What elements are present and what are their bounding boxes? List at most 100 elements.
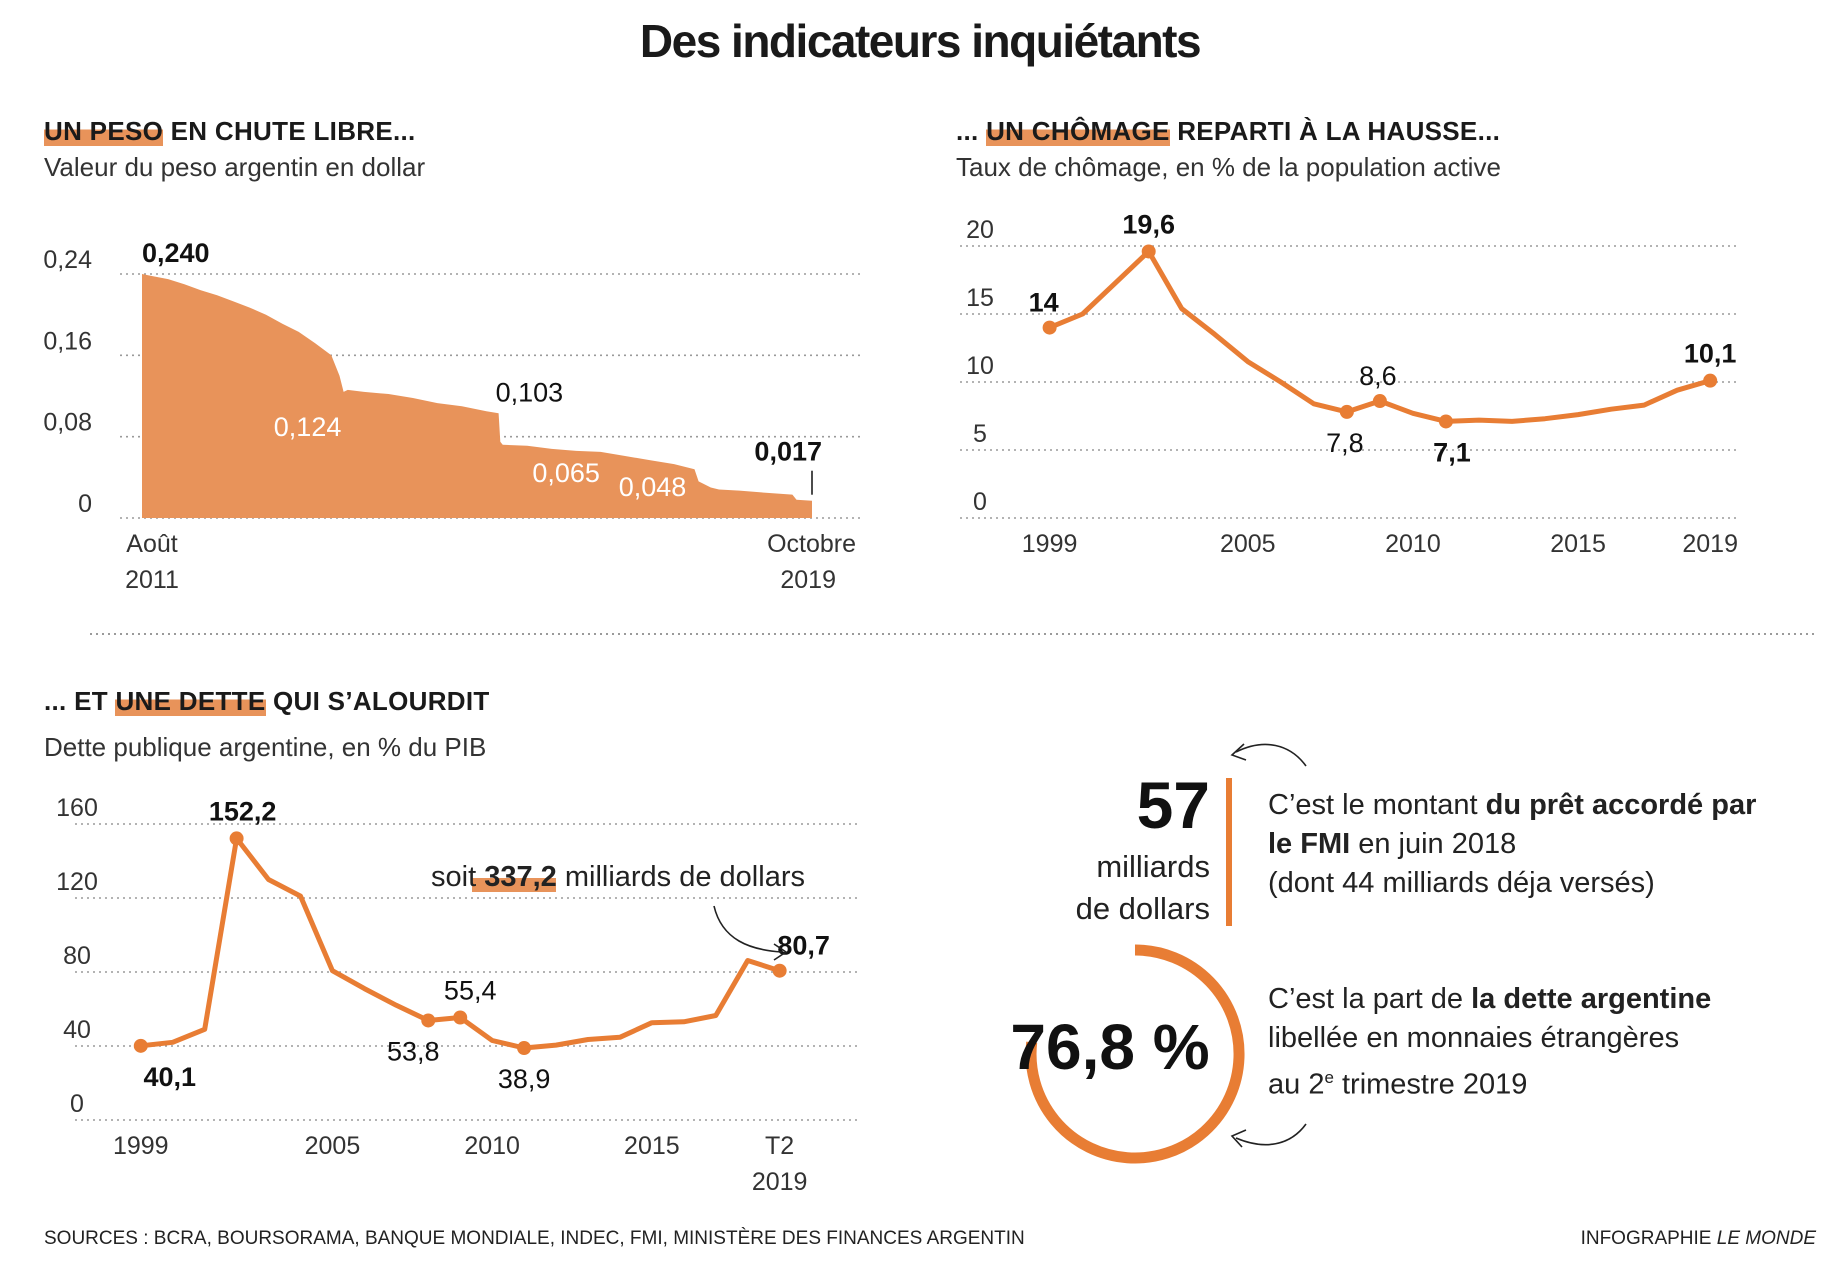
stats-graphics <box>1025 743 1307 1164</box>
dette-xtick-label-last: 2019 <box>752 1168 808 1196</box>
debt-share-arc <box>1025 944 1245 1164</box>
loan-value: 57 <box>1136 768 1210 842</box>
dette-callout-arrow-head <box>773 943 788 961</box>
dette-callout-highlight-bar <box>472 878 556 892</box>
dette-callout-arrow <box>713 905 783 953</box>
dette-section-title: ... ET UNE DETTE QUI S’ALOURDIT <box>44 686 490 716</box>
dette-xtick-label: 2010 <box>464 1132 520 1160</box>
peso-xlabel-start-line1: Août <box>126 530 177 558</box>
debt-share-arrow-head <box>1230 1129 1247 1148</box>
peso-data-label: 0,103 <box>496 377 564 407</box>
chomage-marker <box>1042 320 1057 335</box>
dette-xtick-label: 1999 <box>113 1132 169 1160</box>
chomage-ytick-label: 20 <box>966 216 994 244</box>
dette-ytick-label: 120 <box>56 868 98 896</box>
dette-callout-pre: soit <box>431 861 484 893</box>
peso-data-label: 0,065 <box>532 458 600 488</box>
dette-chart: 0 40 80 120 160 1999 2005 2010 2015 40,1 152,2 53,8… <box>56 794 860 1196</box>
debt-share-arrow <box>1235 1123 1307 1146</box>
peso-data-label: 0,240 <box>142 238 210 268</box>
chomage-data-label: 14 <box>1029 288 1059 318</box>
peso-area <box>142 274 812 518</box>
chomage-marker <box>1438 414 1453 429</box>
chomage-xtick-label: 1999 <box>1022 530 1078 558</box>
dette-callout-highlight: 337,2 <box>484 861 557 893</box>
loan-arrow-head <box>1230 743 1247 761</box>
peso-xlabel-end-line2: 2019 <box>780 566 836 594</box>
chomage-chart: 0 5 10 15 20 1999 2005 2010 2015 2019 14 19,6 7,8 8,6… <box>960 209 1740 558</box>
chomage-data-label: 7,1 <box>1433 437 1471 467</box>
dette-data-label: 55,4 <box>444 976 497 1006</box>
loan-arrow <box>1235 743 1307 767</box>
loan-description-line3: (dont 44 milliards déja versés) <box>1268 867 1655 899</box>
page-title: Des indicateurs inquiétants <box>639 15 1202 67</box>
dette-data-label: 152,2 <box>209 796 277 826</box>
loan-description: C’est le montant du prêt accordé par le … <box>1268 789 1757 899</box>
dette-ytick-label: 80 <box>63 942 91 970</box>
dette-marker <box>229 831 244 846</box>
chomage-data-label: 10,1 <box>1684 339 1737 369</box>
peso-ytick-label: 0,16 <box>43 327 92 355</box>
peso-title-highlight: UN PESO <box>44 116 164 146</box>
chomage-data-label: 7,8 <box>1326 428 1364 458</box>
peso-xlabel-start-line2: 2011 <box>125 566 179 594</box>
debt-share-description-bold: la dette argentine <box>1471 983 1712 1015</box>
chomage-title-highlight: UN CHÔMAGE <box>986 116 1170 146</box>
chomage-data-label: 19,6 <box>1122 209 1175 239</box>
peso-xlabel-end-line1: Octobre <box>767 530 856 558</box>
dette-marker <box>421 1013 436 1028</box>
credit-name: LE MONDE <box>1716 1228 1816 1249</box>
peso-chart: 0 0,08 0,16 0,24 0,240 0,124 0,103 0,065 0,048 0,… <box>43 238 860 594</box>
peso-data-label: 0,017 <box>754 437 822 467</box>
chomage-marker <box>1703 373 1718 388</box>
chomage-marker <box>1141 244 1156 259</box>
chomage-ytick-label: 10 <box>966 352 994 380</box>
dette-data-label: 80,7 <box>777 931 830 961</box>
loan-unit-line2: de dollars <box>1075 891 1210 926</box>
loan-description-bold: du prêt accordé par le FMI <box>1268 789 1757 860</box>
dette-ytick-label: 0 <box>70 1090 84 1118</box>
chomage-marker <box>1339 404 1354 419</box>
dette-xtick-label: 2015 <box>624 1132 680 1160</box>
dette-marker <box>517 1041 532 1056</box>
dette-subtitle: Dette publique argentine, en % du PIB <box>44 732 487 762</box>
loan-unit: milliards de dollars <box>1020 846 1210 930</box>
chomage-xtick-label: 2015 <box>1550 530 1606 558</box>
peso-ytick-label: 0,08 <box>43 409 92 437</box>
dette-data-label: 38,9 <box>498 1064 551 1094</box>
chomage-ytick-label: 0 <box>973 488 987 516</box>
sources: SOURCES : BCRA, BOURSORAMA, BANQUE MONDI… <box>44 1228 1025 1249</box>
peso-data-label: 0,124 <box>274 412 342 442</box>
chomage-xtick-label: 2019 <box>1682 530 1738 558</box>
chomage-data-label: 8,6 <box>1359 361 1397 391</box>
peso-subtitle: Valeur du peso argentin en dollar <box>44 152 426 182</box>
dette-data-label: 40,1 <box>143 1062 196 1092</box>
loan-accent-bar <box>1226 778 1232 926</box>
dette-marker <box>453 1010 468 1025</box>
credit: INFOGRAPHIE LE MONDE <box>1580 1228 1816 1249</box>
dette-title-highlight: UNE DETTE <box>115 686 266 716</box>
dette-xtick-label: 2005 <box>305 1132 361 1160</box>
chomage-marker <box>1372 394 1387 409</box>
dette-callout: soit 337,2 milliards de dollars <box>431 861 805 893</box>
debt-share-value: 76,8 % <box>1010 1011 1210 1083</box>
peso-ytick-label: 0 <box>78 490 92 518</box>
dette-data-label: 53,8 <box>387 1036 440 1066</box>
chomage-ytick-label: 15 <box>966 284 994 312</box>
peso-ytick-label: 0,24 <box>43 246 92 274</box>
debt-share-description: C’est la part de la dette argentine libe… <box>1268 983 1712 1101</box>
dette-ytick-label: 40 <box>63 1016 91 1044</box>
chomage-section-title: ... UN CHÔMAGE REPARTI À LA HAUSSE... <box>956 116 1501 146</box>
chomage-xtick-label: 2010 <box>1385 530 1441 558</box>
dette-marker <box>772 963 787 978</box>
chomage-xtick-label: 2005 <box>1220 530 1276 558</box>
chomage-ytick-label: 5 <box>973 420 987 448</box>
dette-xtick-label-last: T2 <box>765 1132 794 1160</box>
dette-marker <box>133 1038 148 1053</box>
dette-callout-post: milliards de dollars <box>557 861 805 893</box>
chomage-subtitle: Taux de chômage, en % de la population a… <box>956 152 1501 182</box>
loan-unit-line1: milliards <box>1096 849 1210 884</box>
peso-data-label: 0,048 <box>619 472 687 502</box>
dette-ytick-label: 160 <box>56 794 98 822</box>
